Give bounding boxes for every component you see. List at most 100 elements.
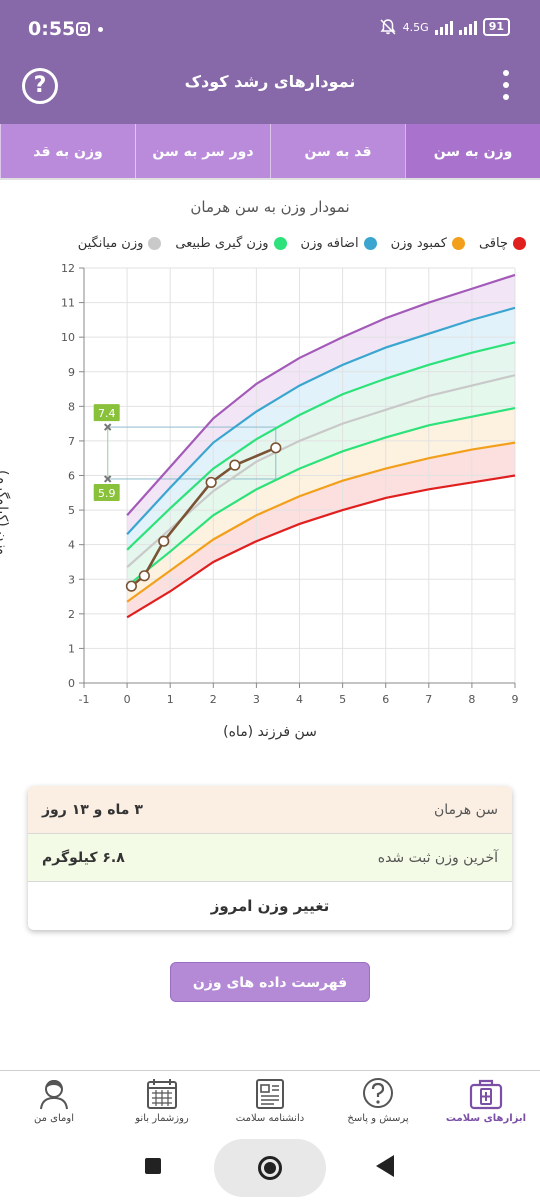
x-tick-label: 6 <box>382 693 389 706</box>
bottom-nav: ابزارهای سلامت پرسش و پاسخ دانشنامه سلام… <box>0 1070 540 1138</box>
legend-swatch <box>273 237 287 250</box>
nav-label: ابزارهای سلامت <box>445 1113 527 1124</box>
y-tick-label: 12 <box>61 262 75 275</box>
nav-label: اومای من <box>34 1113 74 1124</box>
legend-label: چاقی <box>478 236 508 251</box>
network-type: 4.5G <box>402 20 429 34</box>
legend-label: وزن گیری طبیعی <box>175 236 269 251</box>
nav-label: پرسش و پاسخ <box>347 1113 409 1124</box>
weight-data-list-button[interactable]: فهرست داده های وزن هرمان <box>170 962 370 1031</box>
age-value: ۳ ماه و ۱۳ روز <box>42 801 143 818</box>
legend-label: کمبود وزن <box>390 236 447 251</box>
y-tick-label: 2 <box>68 608 75 621</box>
legend-swatch <box>513 237 526 250</box>
annotation-label: 7.4 <box>98 407 116 420</box>
newspaper-icon <box>256 1079 284 1109</box>
back-button[interactable] <box>376 1155 394 1177</box>
weight-label: آخرین وزن ثبت شده <box>377 849 498 866</box>
y-tick-label: 8 <box>68 400 75 413</box>
x-axis-label: سن فرزند (ماه) <box>223 724 317 740</box>
reference-line <box>126 406 516 588</box>
bell-muted-icon <box>380 19 396 35</box>
legend-item-overweight[interactable]: اضافه وزن <box>301 236 377 251</box>
recents-button[interactable] <box>145 1158 161 1174</box>
range-marker-x <box>103 423 112 431</box>
status-bar: 0:55 4.5G 91 <box>0 0 540 48</box>
legend-item-average[interactable]: وزن میانگین <box>78 236 162 251</box>
chart-band <box>127 307 515 550</box>
child-weight-point <box>270 442 282 454</box>
reference-line <box>126 306 516 536</box>
reference-line <box>126 474 516 619</box>
status-right: 4.5G 91 <box>379 18 510 36</box>
annotation-box <box>93 404 120 422</box>
chart-band <box>127 442 515 618</box>
x-tick-label: 7 <box>425 693 432 706</box>
y-tick-label: 6 <box>68 470 75 483</box>
y-axis-label: وزن (کیلوگرم) <box>0 470 10 555</box>
y-tick-label: 4 <box>68 539 75 552</box>
calendar-icon <box>147 1079 177 1109</box>
legend-item-underweight[interactable]: کمبود وزن <box>391 236 465 251</box>
tab-weight-for-height[interactable]: وزن به قد <box>0 124 135 178</box>
age-row: سن هرمان ۳ ماه و ۱۳ روز <box>28 786 512 834</box>
legend-swatch <box>363 237 377 250</box>
home-button[interactable] <box>214 1139 326 1197</box>
x-tick-label: -1 <box>79 693 90 706</box>
info-card: سن هرمان ۳ ماه و ۱۳ روز آخرین وزن ثبت شد… <box>28 786 512 930</box>
legend-item-obesity[interactable]: چاقی <box>479 236 526 251</box>
tab-height-for-age[interactable]: قد به سن <box>270 124 405 178</box>
y-tick-label: 1 <box>68 642 75 655</box>
y-tick-label: 11 <box>61 297 75 310</box>
chart-legend: چاقی کمبود وزن اضافه وزن وزن گیری طبیعی … <box>6 236 526 251</box>
nav-item-profile[interactable]: اومای من <box>0 1071 108 1138</box>
more-options-icon[interactable] <box>502 70 510 104</box>
x-tick-label: 5 <box>339 693 346 706</box>
chart-band <box>127 408 515 602</box>
legend-item-normal[interactable]: وزن گیری طبیعی <box>175 236 287 251</box>
x-tick-label: 0 <box>124 693 131 706</box>
chart-band <box>127 274 515 535</box>
nav-label: روزشمار بانو <box>135 1113 189 1124</box>
child-weight-point <box>125 580 138 592</box>
y-tick-label: 0 <box>68 677 75 690</box>
chart-tabs: وزن به سن قد به سن دور سر به سن وزن به ق… <box>0 124 540 180</box>
annotation-box <box>93 483 120 501</box>
age-label: سن هرمان <box>434 801 498 818</box>
question-bubble-icon <box>363 1078 393 1108</box>
instagram-icon <box>76 22 90 36</box>
change-weight-today-button[interactable]: تغییر وزن امروز <box>210 897 330 915</box>
weight-value: ۶.۸ کیلوگرم <box>42 849 125 866</box>
x-tick-label: 8 <box>468 693 475 706</box>
child-weight-point <box>229 459 241 471</box>
nav-item-health-tools[interactable]: ابزارهای سلامت <box>432 1071 540 1138</box>
legend-swatch <box>451 237 465 250</box>
tab-weight-for-age[interactable]: وزن به سن <box>405 124 540 178</box>
y-tick-label: 10 <box>61 331 75 344</box>
help-icon[interactable]: ? <box>22 68 58 104</box>
annotation-label: 5.9 <box>98 487 116 500</box>
y-tick-label: 7 <box>68 435 75 448</box>
y-tick-label: 3 <box>68 573 75 586</box>
signal-icon-2 <box>458 19 477 35</box>
nav-item-qa[interactable]: پرسش و پاسخ <box>324 1071 432 1138</box>
legend-swatch <box>148 237 162 250</box>
battery-icon: 91 <box>482 18 510 36</box>
nav-item-encyclopedia[interactable]: دانشنامه سلامت <box>216 1071 324 1138</box>
reference-line <box>126 374 516 568</box>
page-title: نمودارهای رشد کودک <box>184 72 356 91</box>
signal-icon <box>434 19 453 35</box>
reference-line <box>126 341 516 551</box>
legend-label: اضافه وزن <box>300 236 359 251</box>
profile-icon <box>40 1080 68 1110</box>
reference-line <box>126 273 516 517</box>
child-weight-point <box>138 570 150 582</box>
y-tick-label: 9 <box>68 366 75 379</box>
range-marker-x <box>103 475 112 483</box>
nav-item-calendar[interactable]: روزشمار بانو <box>108 1071 216 1138</box>
app-bar: ? نمودارهای رشد کودک <box>0 48 540 124</box>
chart-title: نمودار وزن به سن هرمان <box>190 198 350 216</box>
weight-row: آخرین وزن ثبت شده ۶.۸ کیلوگرم <box>28 834 512 882</box>
tab-head-for-age[interactable]: دور سر به سن <box>135 124 270 178</box>
